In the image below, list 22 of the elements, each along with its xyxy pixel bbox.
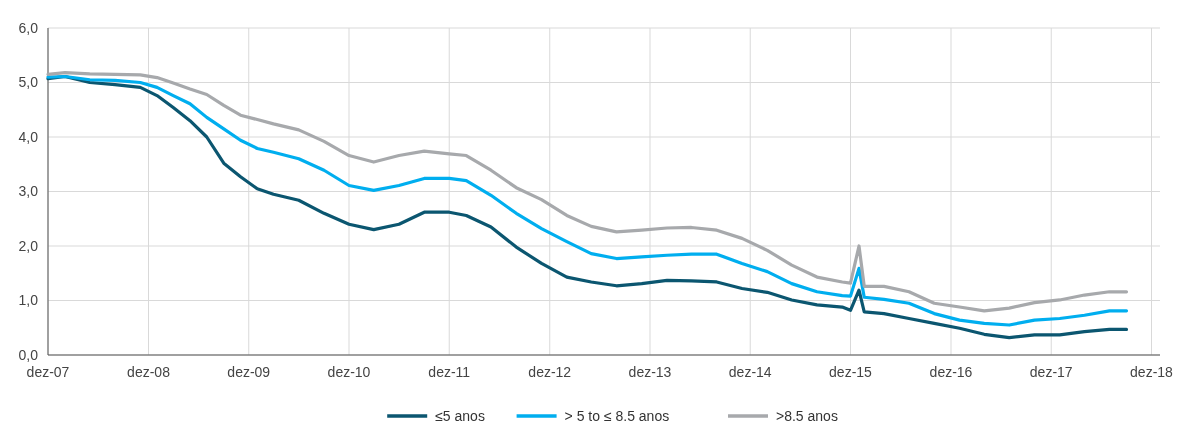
y-tick-label: 1,0: [18, 292, 39, 309]
legend-label: >8.5 anos: [776, 407, 838, 424]
x-tick-label: dez-12: [528, 364, 572, 380]
x-tick-label: dez-10: [327, 364, 371, 380]
y-tick-label: 2,0: [18, 237, 39, 254]
y-tick-label: 4,0: [18, 128, 39, 145]
x-tick-label: dez-18: [1130, 364, 1174, 380]
x-tick-label: dez-14: [728, 364, 772, 380]
x-tick-label: dez-07: [26, 364, 70, 380]
y-tick-label: 5,0: [18, 74, 39, 91]
x-tick-label: dez-13: [628, 364, 672, 380]
y-tick-label: 0,0: [18, 346, 39, 363]
x-tick-label: dez-17: [1029, 364, 1073, 380]
y-tick-label: 3,0: [18, 183, 39, 200]
x-tick-label: dez-16: [929, 364, 973, 380]
y-tick-label: 6,0: [18, 19, 39, 36]
legend-label: > 5 to ≤ 8.5 anos: [564, 407, 670, 424]
x-tick-label: dez-11: [428, 364, 471, 380]
x-tick-label: dez-09: [227, 364, 271, 380]
legend-label: ≤5 anos: [435, 407, 485, 424]
x-tick-label: dez-08: [127, 364, 171, 380]
x-tick-label: dez-15: [829, 364, 873, 380]
